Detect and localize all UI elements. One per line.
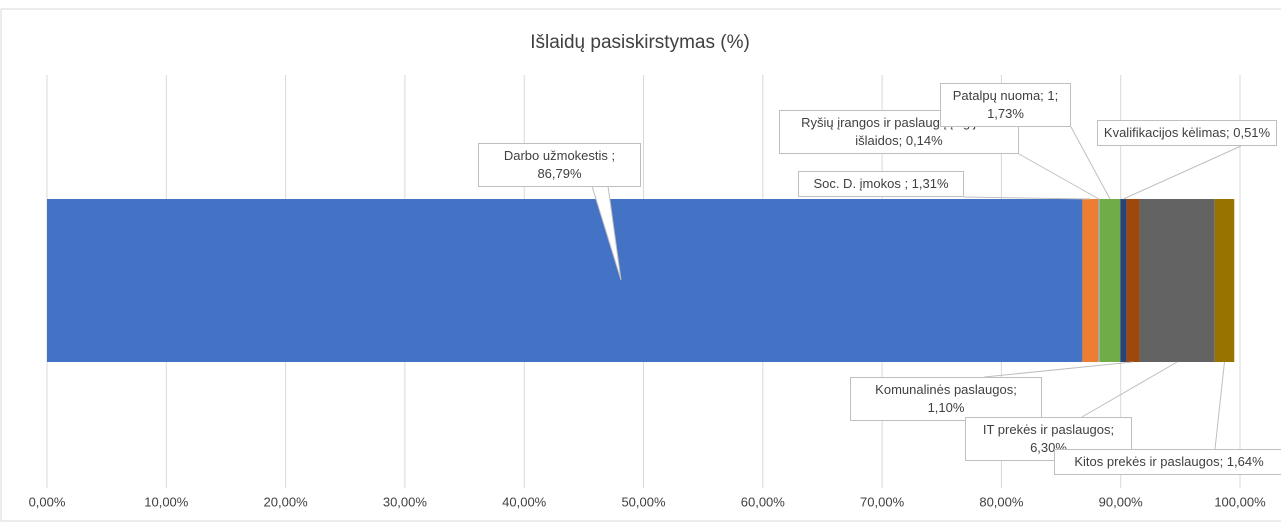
bar-segment: [1120, 199, 1127, 362]
x-tick-label: 40,00%: [502, 494, 547, 509]
data-label: Kvalifikacijos kėlimas; 0,51%: [1097, 120, 1277, 146]
data-label: Kitos prekės ir paslaugos; 1,64%: [1054, 449, 1281, 475]
bar-segment: [1126, 199, 1140, 362]
bar-segment: [1214, 199, 1235, 362]
data-label: Soc. D. įmokos ; 1,31%: [798, 171, 964, 197]
bar-segment: [47, 199, 1083, 362]
x-tick-label: 30,00%: [383, 494, 428, 509]
bar-segment: [1099, 199, 1121, 362]
x-tick-label: 20,00%: [264, 494, 309, 509]
x-tick-label: 80,00%: [979, 494, 1024, 509]
leader-line: [1081, 361, 1178, 418]
x-tick-label: 100,00%: [1214, 494, 1266, 509]
leader-line: [1018, 153, 1100, 200]
chart-title: Išlaidų pasiskirstymas (%): [530, 32, 750, 53]
leader-line: [1123, 145, 1242, 200]
leader-line: [1070, 126, 1111, 200]
x-tick-label: 70,00%: [860, 494, 905, 509]
data-label: Komunalinės paslaugos; 1,10%: [850, 377, 1042, 421]
x-tick-label: 10,00%: [144, 494, 189, 509]
data-label: Patalpų nuoma; 1; 1,73%: [940, 83, 1071, 127]
x-tick-label: 60,00%: [741, 494, 786, 509]
bar-segment: [1139, 199, 1215, 362]
x-tick-label: 0,00%: [29, 494, 66, 509]
data-label: Darbo užmokestis ; 86,79%: [478, 143, 641, 187]
leader-line: [1214, 361, 1225, 450]
leader-line: [963, 196, 1091, 200]
x-tick-label: 50,00%: [621, 494, 666, 509]
leader-line: [984, 361, 1134, 378]
bar-segment: [1082, 199, 1099, 362]
bar-segment: [1098, 199, 1100, 362]
x-tick-label: 90,00%: [1099, 494, 1144, 509]
